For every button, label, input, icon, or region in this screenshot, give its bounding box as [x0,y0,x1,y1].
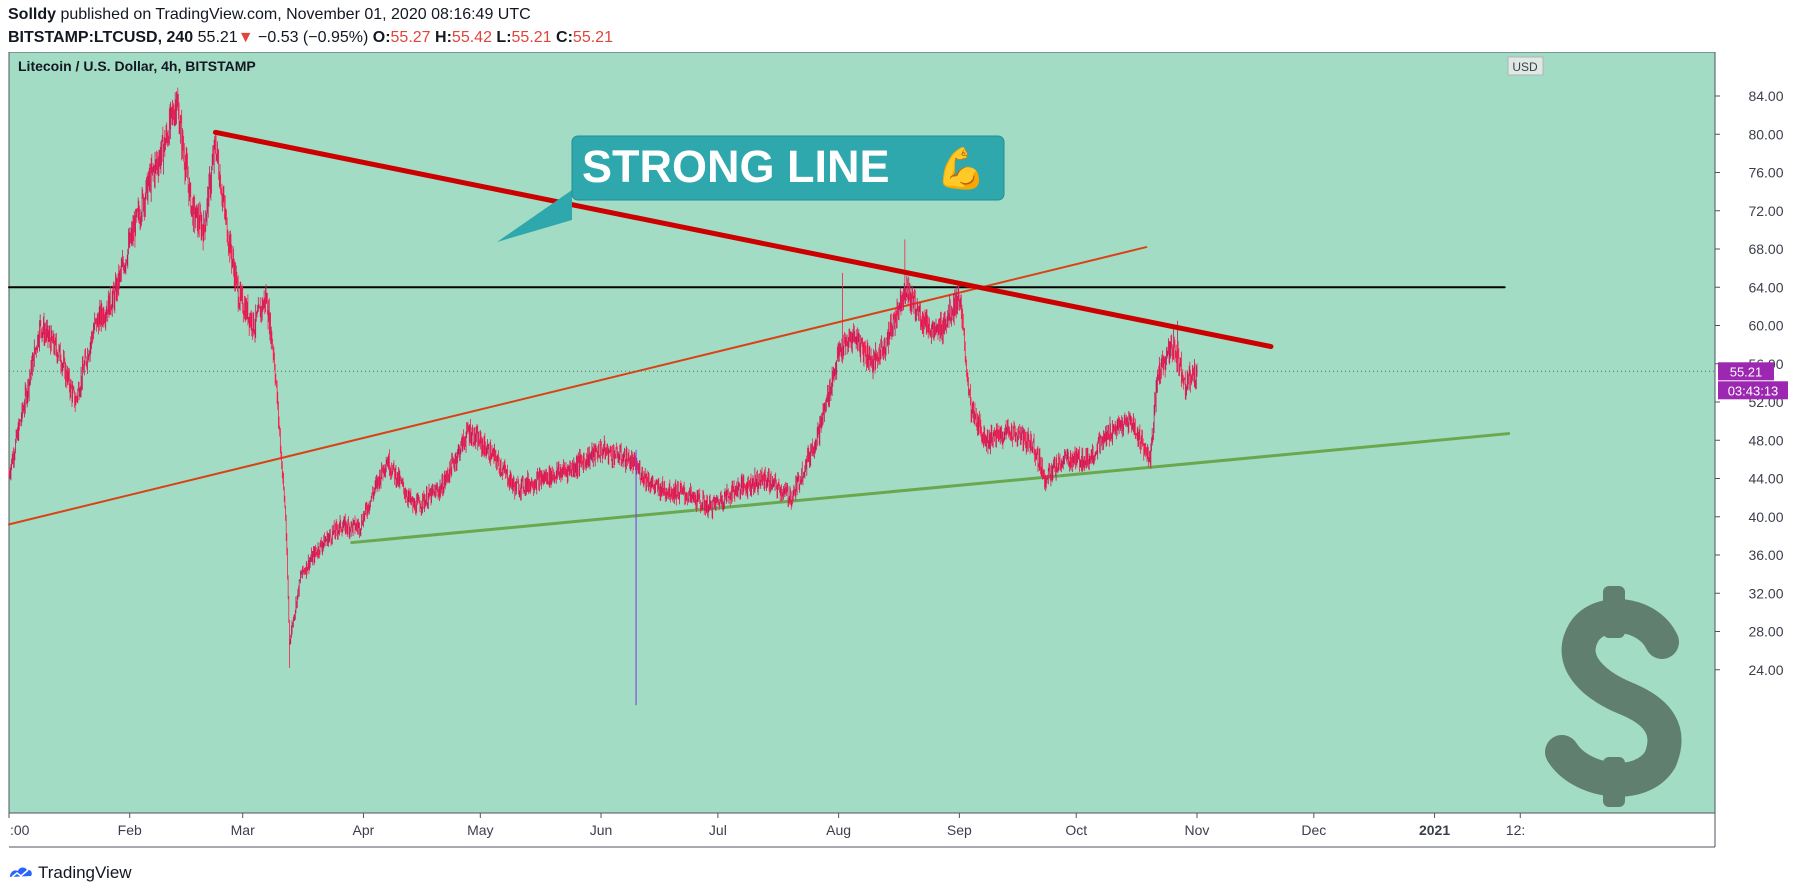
y-tick-label: 64.00 [1748,279,1783,295]
dollar-icon [1545,586,1682,807]
candles [8,87,1198,706]
low-value: 55.21 [511,29,552,46]
x-tick-label: Feb [118,822,142,838]
down-arrow-icon: ▼ [237,29,254,46]
x-tick-label: May [467,822,493,838]
open-value: 55.27 [390,29,431,46]
tradingview-logo-icon [10,867,32,878]
y-tick-label: 40.00 [1748,509,1783,525]
close-value: 55.21 [572,29,613,46]
open-label: O: [372,29,391,46]
x-tick-label: Jun [590,822,613,838]
price-chart[interactable]: 84.0080.0076.0072.0068.0064.0060.0056.00… [0,52,1805,852]
price-axis[interactable]: 84.0080.0076.0072.0068.0064.0060.0056.00… [1715,88,1784,678]
change-value: −0.53 (−0.95%) [258,29,369,46]
x-tick-label: 12: [1506,822,1525,838]
trendline-green-support [350,432,1511,545]
x-tick-label: Apr [353,822,375,838]
x-tick-label: :00 [10,822,30,838]
x-tick-label: Aug [826,822,851,838]
y-tick-label: 84.00 [1748,88,1783,104]
x-tick-label: Jul [709,822,727,838]
y-tick-label: 24.00 [1748,662,1783,678]
brand-text: TradingView [38,863,132,882]
high-value: 55.42 [451,29,492,46]
price-badges: 55.21 03:43:13 [1718,362,1788,400]
tradingview-brand[interactable]: TradingView [8,863,132,883]
callout-text: STRONG LINE [582,141,890,192]
time-axis[interactable]: :00 Feb Mar Apr May Jun Jul Aug Sep Oct Nov Dec 2021… [8,813,1525,838]
trendline-red-resistance [212,129,1274,350]
currency-label[interactable]: USD [1507,56,1544,76]
y-tick-label: 68.00 [1748,241,1783,257]
last-price-badge-text: 55.21 [1730,364,1763,379]
y-tick-label: 48.00 [1748,432,1783,448]
y-tick-label: 80.00 [1748,126,1783,142]
publish-text: published on TradingView.com, November 0… [60,6,531,23]
x-tick-label: 2021 [1419,822,1450,838]
y-tick-label: 32.00 [1748,585,1783,601]
symbol-label: BITSTAMP:LTCUSD, 240 [8,29,194,46]
x-tick-label: Sep [947,822,972,838]
x-tick-label: Mar [231,822,255,838]
high-label: H: [435,29,452,46]
countdown-badge-text: 03:43:13 [1728,383,1779,398]
callout-box [571,135,1005,201]
currency-text: USD [1512,60,1538,74]
low-label: L: [496,29,512,46]
y-tick-label: 72.00 [1748,203,1783,219]
countdown-badge [1718,381,1788,400]
y-tick-label: 44.00 [1748,471,1783,487]
strong-line-callout[interactable]: STRONG LINE 💪 [497,135,1005,242]
last-price-badge [1718,362,1774,381]
chart-title: Litecoin / U.S. Dollar, 4h, BITSTAMP [18,58,256,74]
flexed-biceps-icon: 💪 [936,145,986,191]
y-tick-label: 76.00 [1748,165,1783,181]
x-tick-label: Nov [1185,822,1210,838]
y-tick-label: 60.00 [1748,318,1783,334]
x-tick-label: Dec [1301,822,1326,838]
publish-info: Solldy published on TradingView.com, Nov… [8,6,531,24]
close-label: C: [556,29,573,46]
last-price: 55.21 [197,29,238,46]
trendline-orange-trend [8,246,1148,526]
callout-pointer [497,190,572,242]
y-tick-label: 36.00 [1748,547,1783,563]
x-tick-label: Oct [1065,822,1087,838]
y-tick-label: 28.00 [1748,624,1783,640]
symbol-info: BITSTAMP:LTCUSD, 240 55.21▼ −0.53 (−0.95… [8,29,613,47]
author-name[interactable]: Solldy [8,6,57,23]
